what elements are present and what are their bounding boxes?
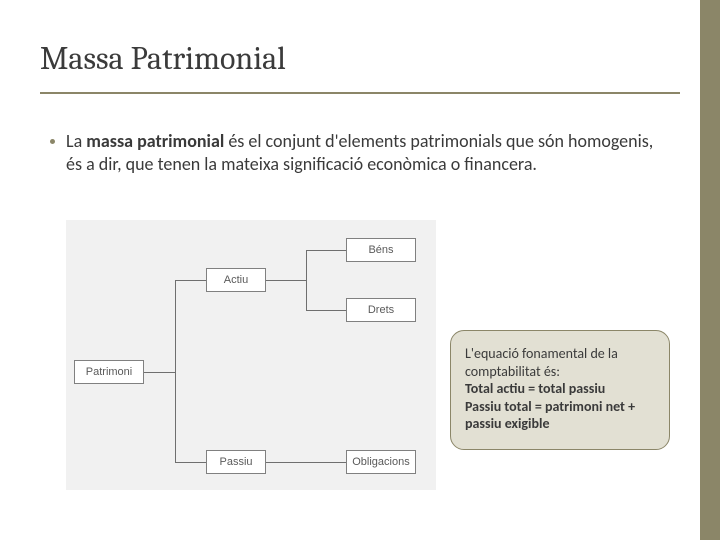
body-lead: La — [66, 130, 86, 152]
bullet-icon — [50, 139, 55, 144]
connector — [144, 372, 175, 373]
connector — [175, 280, 206, 281]
connector — [266, 462, 346, 463]
body-bold: massa patrimonial — [86, 130, 224, 152]
tree-diagram: Patrimoni Actiu Passiu Béns Drets Obliga… — [66, 220, 436, 490]
callout-line1: L'equació fonamental de la comptabilitat… — [465, 345, 618, 380]
callout-line2: Total actiu = total passiu — [465, 380, 605, 397]
node-drets: Drets — [346, 298, 416, 322]
slide-title: Massa Patrimonial — [40, 40, 286, 77]
connector — [175, 280, 176, 462]
node-obligacions: Obligacions — [346, 450, 416, 474]
body-paragraph: La massa patrimonial és el conjunt d'ele… — [66, 130, 656, 175]
accent-bar — [700, 0, 720, 540]
connector — [306, 250, 307, 310]
node-passiu: Passiu — [206, 450, 266, 474]
callout-line3: Passiu total = patrimoni net + passiu ex… — [465, 398, 635, 433]
node-patrimoni: Patrimoni — [74, 360, 144, 384]
equation-callout: L'equació fonamental de la comptabilitat… — [450, 330, 670, 450]
node-actiu: Actiu — [206, 268, 266, 292]
node-bens: Béns — [346, 238, 416, 262]
connector — [266, 280, 306, 281]
connector — [306, 310, 346, 311]
connector — [175, 462, 206, 463]
slide: Massa Patrimonial La massa patrimonial é… — [0, 0, 720, 540]
title-underline — [40, 92, 680, 94]
connector — [306, 250, 346, 251]
